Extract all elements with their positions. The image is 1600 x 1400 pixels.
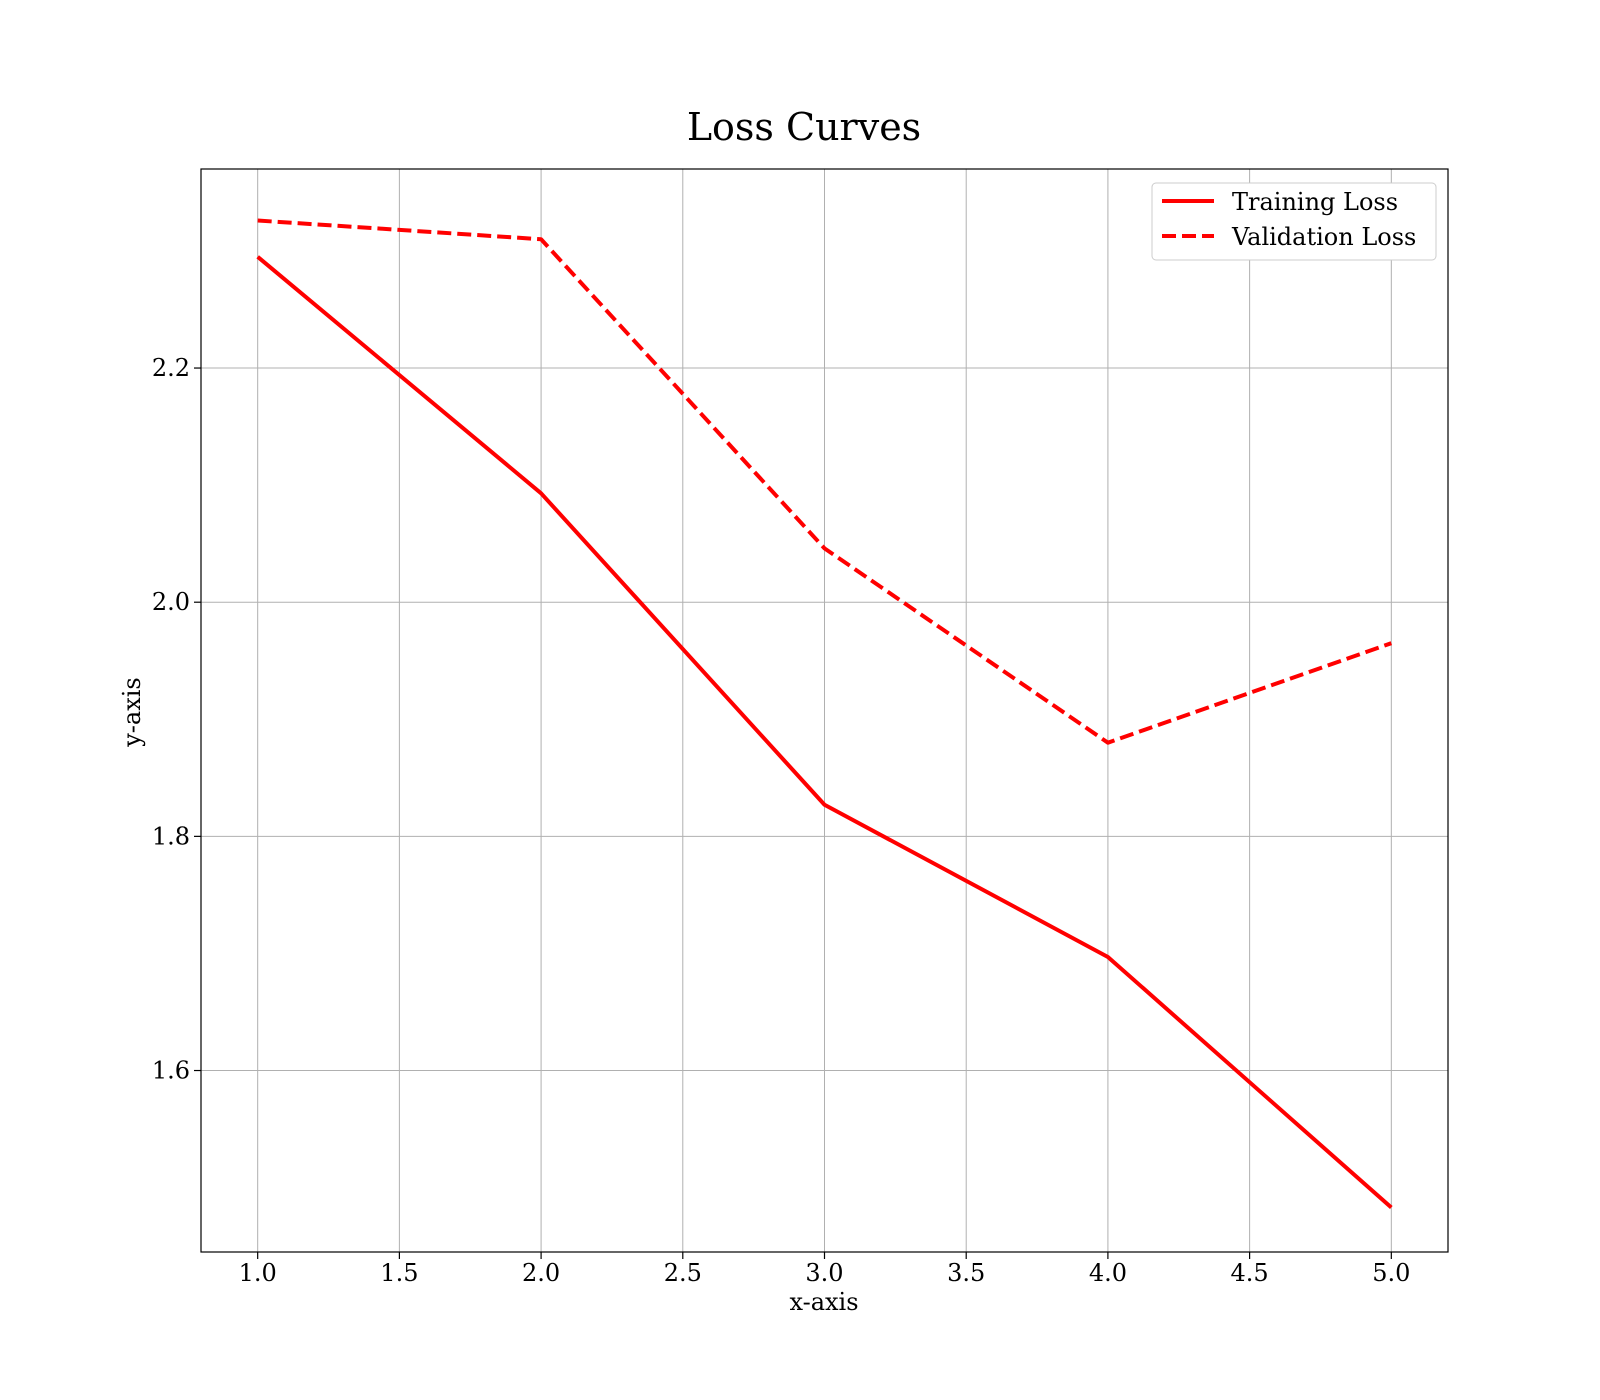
legend-box [1151,182,1437,261]
series-line-training-loss [256,255,1393,1210]
x-tick-label: 1.5 [380,1259,418,1287]
x-tick-label: 5.0 [1372,1259,1410,1287]
chart-title: Loss Curves [687,105,921,149]
legend-label-validation-loss: Validation Loss [1231,223,1416,251]
x-tick-label: 3.0 [805,1259,843,1287]
x-tick-label: 2.5 [664,1259,702,1287]
plot-lines [256,218,1393,1210]
y-tick-label: 2.2 [152,354,190,382]
x-tick-label: 3.5 [947,1259,985,1287]
grid [201,169,1448,1252]
x-tick-label: 4.0 [1089,1259,1127,1287]
series-line-validation-loss [257,218,1392,745]
y-tick-label: 1.8 [152,822,190,850]
x-axis-label: x-axis [789,1288,858,1316]
x-tick-label: 4.5 [1231,1259,1269,1287]
x-tick-label: 2.0 [522,1259,560,1287]
axis-ticks: 1.0 1.5 2.0 2.5 3.0 3.5 4.0 4.5 5.0 1.6 1.8 2.0 2.2 [152,354,1411,1287]
x-tick-label: 1.0 [239,1259,277,1287]
legend-label-training-loss: Training Loss [1232,188,1398,216]
legend: Training Loss Validation Loss [1151,182,1437,261]
y-tick-label: 1.6 [152,1057,190,1085]
y-axis-label: y-axis [118,677,146,748]
y-tick-label: 2.0 [152,588,190,616]
